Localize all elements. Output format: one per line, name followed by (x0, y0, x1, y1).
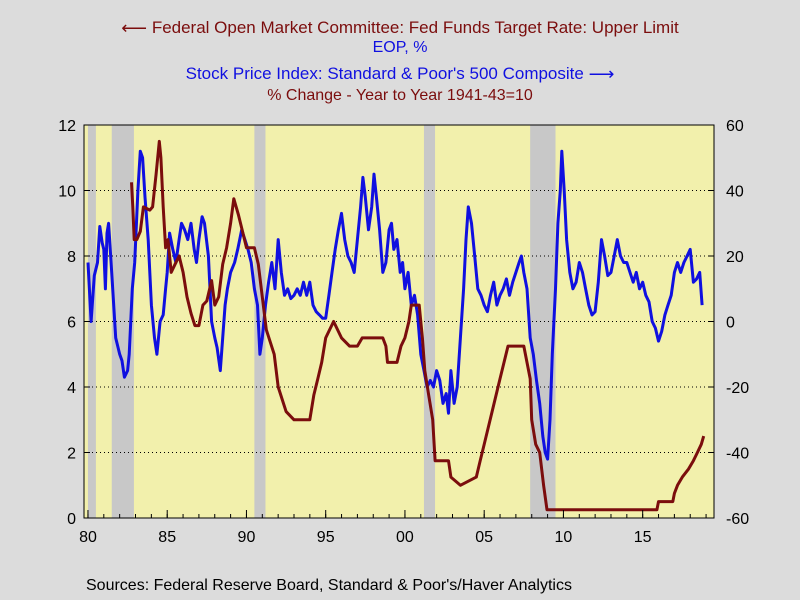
right-tick-label: 0 (726, 315, 735, 332)
x-tick-label: 10 (555, 529, 573, 546)
x-tick-label: 85 (158, 529, 176, 546)
left-tick-label: 8 (67, 249, 76, 266)
legend-fed-text: Federal Open Market Committee: Fed Funds… (151, 18, 679, 37)
series-layer (86, 139, 706, 512)
legend-sp-title: Stock Price Index: Standard & Poor's 500… (0, 64, 800, 84)
sp500-yoy-line (86, 149, 704, 461)
recession-band (530, 125, 556, 518)
right-tick-label: -60 (726, 511, 749, 528)
x-tick-label: 95 (317, 529, 335, 546)
x-tick-label: 15 (634, 529, 652, 546)
legend-sp-text: Stock Price Index: Standard & Poor's 500… (185, 64, 584, 83)
left-tick-label: 6 (67, 315, 76, 332)
legend-fed-title: ⟵ Federal Open Market Committee: Fed Fun… (0, 18, 800, 38)
right-tick-label: 60 (726, 118, 744, 135)
right-tick-label: 20 (726, 249, 744, 266)
left-tick-label: 12 (58, 118, 76, 135)
left-tick-label: 10 (58, 184, 76, 201)
recession-band (254, 125, 266, 518)
plot-area (84, 125, 714, 518)
x-tick-label: 05 (475, 529, 493, 546)
legend-fed-unit: EOP, % (372, 39, 428, 56)
right-arrow-icon: ⟶ (588, 64, 615, 84)
recession-band (423, 125, 436, 518)
left-tick-label: 4 (67, 380, 76, 397)
source-note: Sources: Federal Reserve Board, Standard… (86, 577, 572, 594)
right-tick-label: 40 (726, 184, 744, 201)
left-tick-label: 2 (67, 446, 76, 463)
right-tick-label: -40 (726, 446, 749, 463)
left-arrow-icon: ⟵ (121, 18, 148, 38)
x-tick-label: 80 (79, 529, 97, 546)
axes: 0 2 4 6 8 10 12 -60 -40 -20 0 20 40 60 80 85 90 95 00 05 10 1… (58, 118, 749, 546)
left-tick-label: 0 (67, 511, 76, 528)
right-tick-label: -20 (726, 380, 749, 397)
x-tick-label: 00 (396, 529, 414, 546)
gridlines (84, 190, 714, 453)
fed-funds-line (130, 139, 706, 512)
recession-band (111, 125, 134, 518)
legend-sp-unit: % Change - Year to Year 1941-43=10 (267, 87, 533, 104)
x-tick-label: 90 (238, 529, 256, 546)
